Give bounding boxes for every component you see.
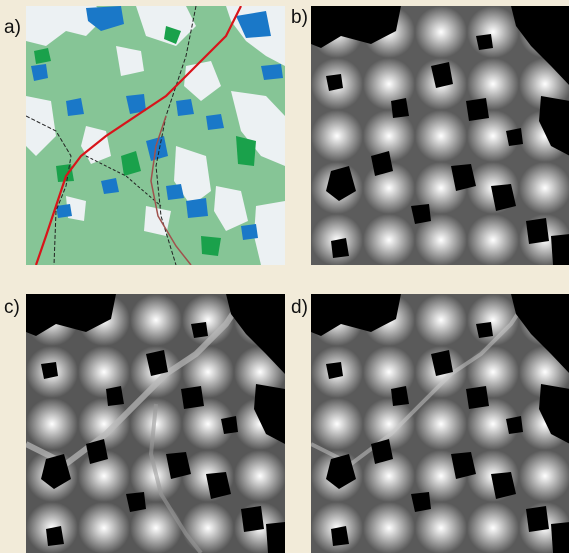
- land-cover-map-svg: [26, 6, 285, 265]
- panel-label-c: c): [4, 297, 20, 318]
- cost-surface-b: [311, 6, 569, 265]
- cost-surface-d: [311, 294, 569, 553]
- cost-surface-c: [26, 294, 285, 553]
- land-cover-map: [26, 6, 285, 265]
- cost-surface-b-svg: [311, 6, 569, 265]
- panel-label-a: a): [4, 17, 21, 38]
- cost-surface-d-svg: [311, 294, 569, 553]
- cost-surface-c-svg: [26, 294, 285, 553]
- panel-label-b: b): [291, 7, 308, 28]
- panel-label-d: d): [291, 297, 308, 318]
